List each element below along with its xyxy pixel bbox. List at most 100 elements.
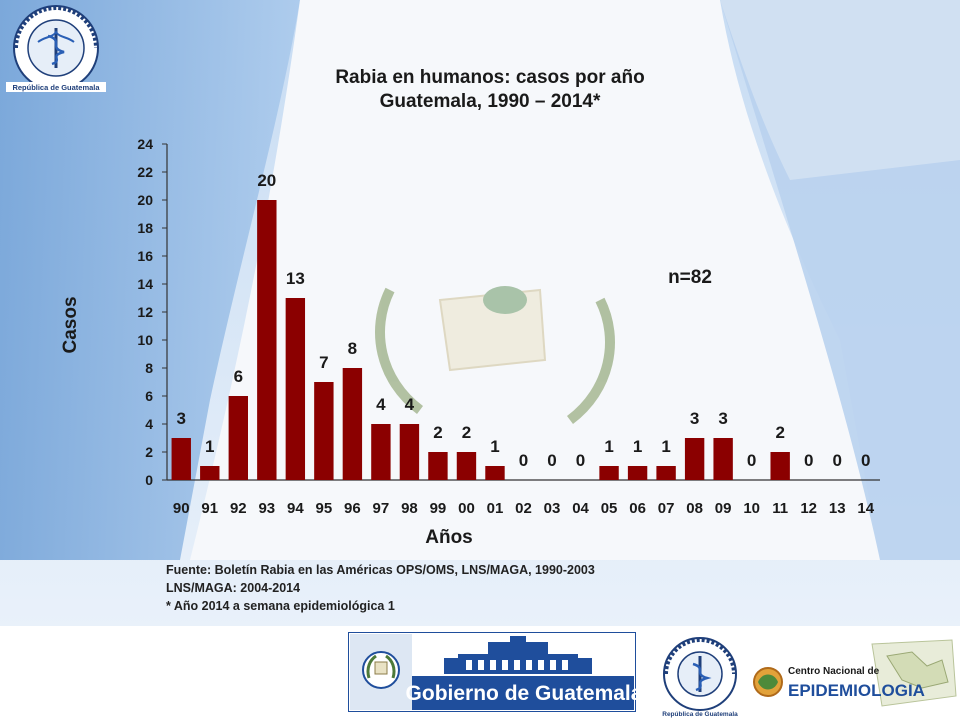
x-tick-label: 09 xyxy=(715,500,732,517)
x-tick-label: 92 xyxy=(230,500,247,517)
bar-value-label: 2 xyxy=(462,423,471,442)
source-line3: * Año 2014 a semana epidemiológica 1 xyxy=(166,599,395,613)
y-tick-label: 10 xyxy=(137,332,153,348)
y-tick-label: 4 xyxy=(145,416,153,432)
bar-value-label: 20 xyxy=(257,171,276,190)
msp-logo-bottom: República de Guatemala xyxy=(662,637,738,718)
x-tick-label: 90 xyxy=(173,500,190,517)
bar-value-label: 2 xyxy=(775,423,784,442)
centro-epidemiologia-logo: Centro Nacional de EPIDEMIOLOGIA xyxy=(753,639,957,707)
bar xyxy=(599,466,619,480)
bar-value-label: 8 xyxy=(348,339,357,358)
bar xyxy=(713,438,733,480)
chart-title: Rabia en humanos: casos por año Guatemal… xyxy=(200,66,780,114)
bar-value-label: 3 xyxy=(690,409,699,428)
bar-value-label: 1 xyxy=(205,437,214,456)
y-tick-label: 2 xyxy=(145,444,153,460)
bar-value-label: 3 xyxy=(177,409,186,428)
bar xyxy=(656,466,676,480)
bar xyxy=(228,396,248,480)
x-tick-label: 10 xyxy=(743,500,760,517)
bar-value-label: 1 xyxy=(661,437,670,456)
msp-top-country-text: República de Guatemala xyxy=(12,83,100,92)
bar-value-label: 7 xyxy=(319,353,328,372)
y-tick-label: 6 xyxy=(145,388,153,404)
x-tick-label: 00 xyxy=(458,500,475,517)
y-tick-label: 0 xyxy=(145,472,153,488)
centro-line2-text: EPIDEMIOLOGIA xyxy=(788,681,925,700)
bar xyxy=(371,424,391,480)
y-tick-label: 22 xyxy=(137,164,153,180)
bar xyxy=(342,368,363,480)
x-tick-label: 99 xyxy=(430,500,447,517)
bar xyxy=(456,452,477,480)
coat-of-arms-watermark xyxy=(375,286,615,424)
x-tick-label: 03 xyxy=(544,500,561,517)
x-tick-label: 12 xyxy=(800,500,817,517)
y-tick-label: 16 xyxy=(137,248,153,264)
bar-value-label: 3 xyxy=(718,409,727,428)
x-tick-label: 02 xyxy=(515,500,532,517)
bar xyxy=(627,466,648,480)
bar-value-label: 0 xyxy=(547,451,556,470)
chart-title-line1: Rabia en humanos: casos por año xyxy=(335,67,645,88)
bar xyxy=(770,452,790,480)
source-line1: Fuente: Boletín Rabia en las Américas OP… xyxy=(166,563,595,577)
x-tick-label: 97 xyxy=(373,500,390,517)
y-tick-label: 24 xyxy=(137,136,153,152)
bar xyxy=(314,382,334,480)
x-tick-label: 93 xyxy=(258,500,275,517)
x-tick-label: 11 xyxy=(772,500,788,517)
msp-bottom-country-text: República de Guatemala xyxy=(662,711,738,718)
bar-value-label: 2 xyxy=(433,423,442,442)
x-tick-label: 91 xyxy=(201,500,218,517)
gobierno-text: Gobierno de Guatemala xyxy=(406,682,636,705)
x-tick-label: 04 xyxy=(572,500,589,517)
x-tick-label: 01 xyxy=(487,500,504,517)
bar-value-label: 0 xyxy=(576,451,585,470)
bar xyxy=(257,200,277,480)
msp-logo-top: República de Guatemala xyxy=(6,5,106,92)
x-axis-label: Años xyxy=(425,527,473,548)
bar-value-label: 1 xyxy=(633,437,642,456)
chart-x-ticks: 90 91 92 93 94 95 96 97 98 99 00 01 02 03 04 05 06 07 08 09… xyxy=(173,500,875,517)
bar xyxy=(399,424,420,480)
y-tick-label: 18 xyxy=(137,220,153,236)
bar xyxy=(485,466,505,480)
x-tick-label: 06 xyxy=(629,500,646,517)
source-notes: Fuente: Boletín Rabia en las Américas OP… xyxy=(166,561,595,615)
x-tick-label: 08 xyxy=(686,500,703,517)
n-total-label: n=82 xyxy=(668,267,712,288)
y-tick-label: 12 xyxy=(137,304,153,320)
x-tick-label: 95 xyxy=(316,500,333,517)
y-tick-label: 20 xyxy=(137,192,153,208)
bar xyxy=(171,438,191,480)
chart-title-line2: Guatemala, 1990 – 2014* xyxy=(379,91,601,112)
bar-value-label: 4 xyxy=(376,395,386,414)
x-tick-label: 13 xyxy=(829,500,846,517)
y-tick-label: 8 xyxy=(145,360,153,376)
bar-value-label: 13 xyxy=(286,269,305,288)
bar-value-label: 1 xyxy=(490,437,499,456)
y-tick-label: 14 xyxy=(137,276,153,292)
centro-line1-text: Centro Nacional de xyxy=(788,666,880,677)
bar-value-label: 4 xyxy=(405,395,415,414)
x-tick-label: 94 xyxy=(287,500,304,517)
bar-value-label: 0 xyxy=(832,451,841,470)
bar xyxy=(285,298,306,480)
x-tick-label: 98 xyxy=(401,500,418,517)
bar xyxy=(200,466,220,480)
bar xyxy=(428,452,448,480)
x-tick-label: 05 xyxy=(601,500,618,517)
bar-value-label: 0 xyxy=(519,451,528,470)
x-tick-label: 96 xyxy=(344,500,361,517)
x-tick-label: 14 xyxy=(857,500,874,517)
y-axis-label: Casos xyxy=(60,296,81,353)
bar-value-label: 0 xyxy=(804,451,813,470)
source-line2: LNS/MAGA: 2004-2014 xyxy=(166,581,301,595)
bar-value-label: 6 xyxy=(234,367,243,386)
